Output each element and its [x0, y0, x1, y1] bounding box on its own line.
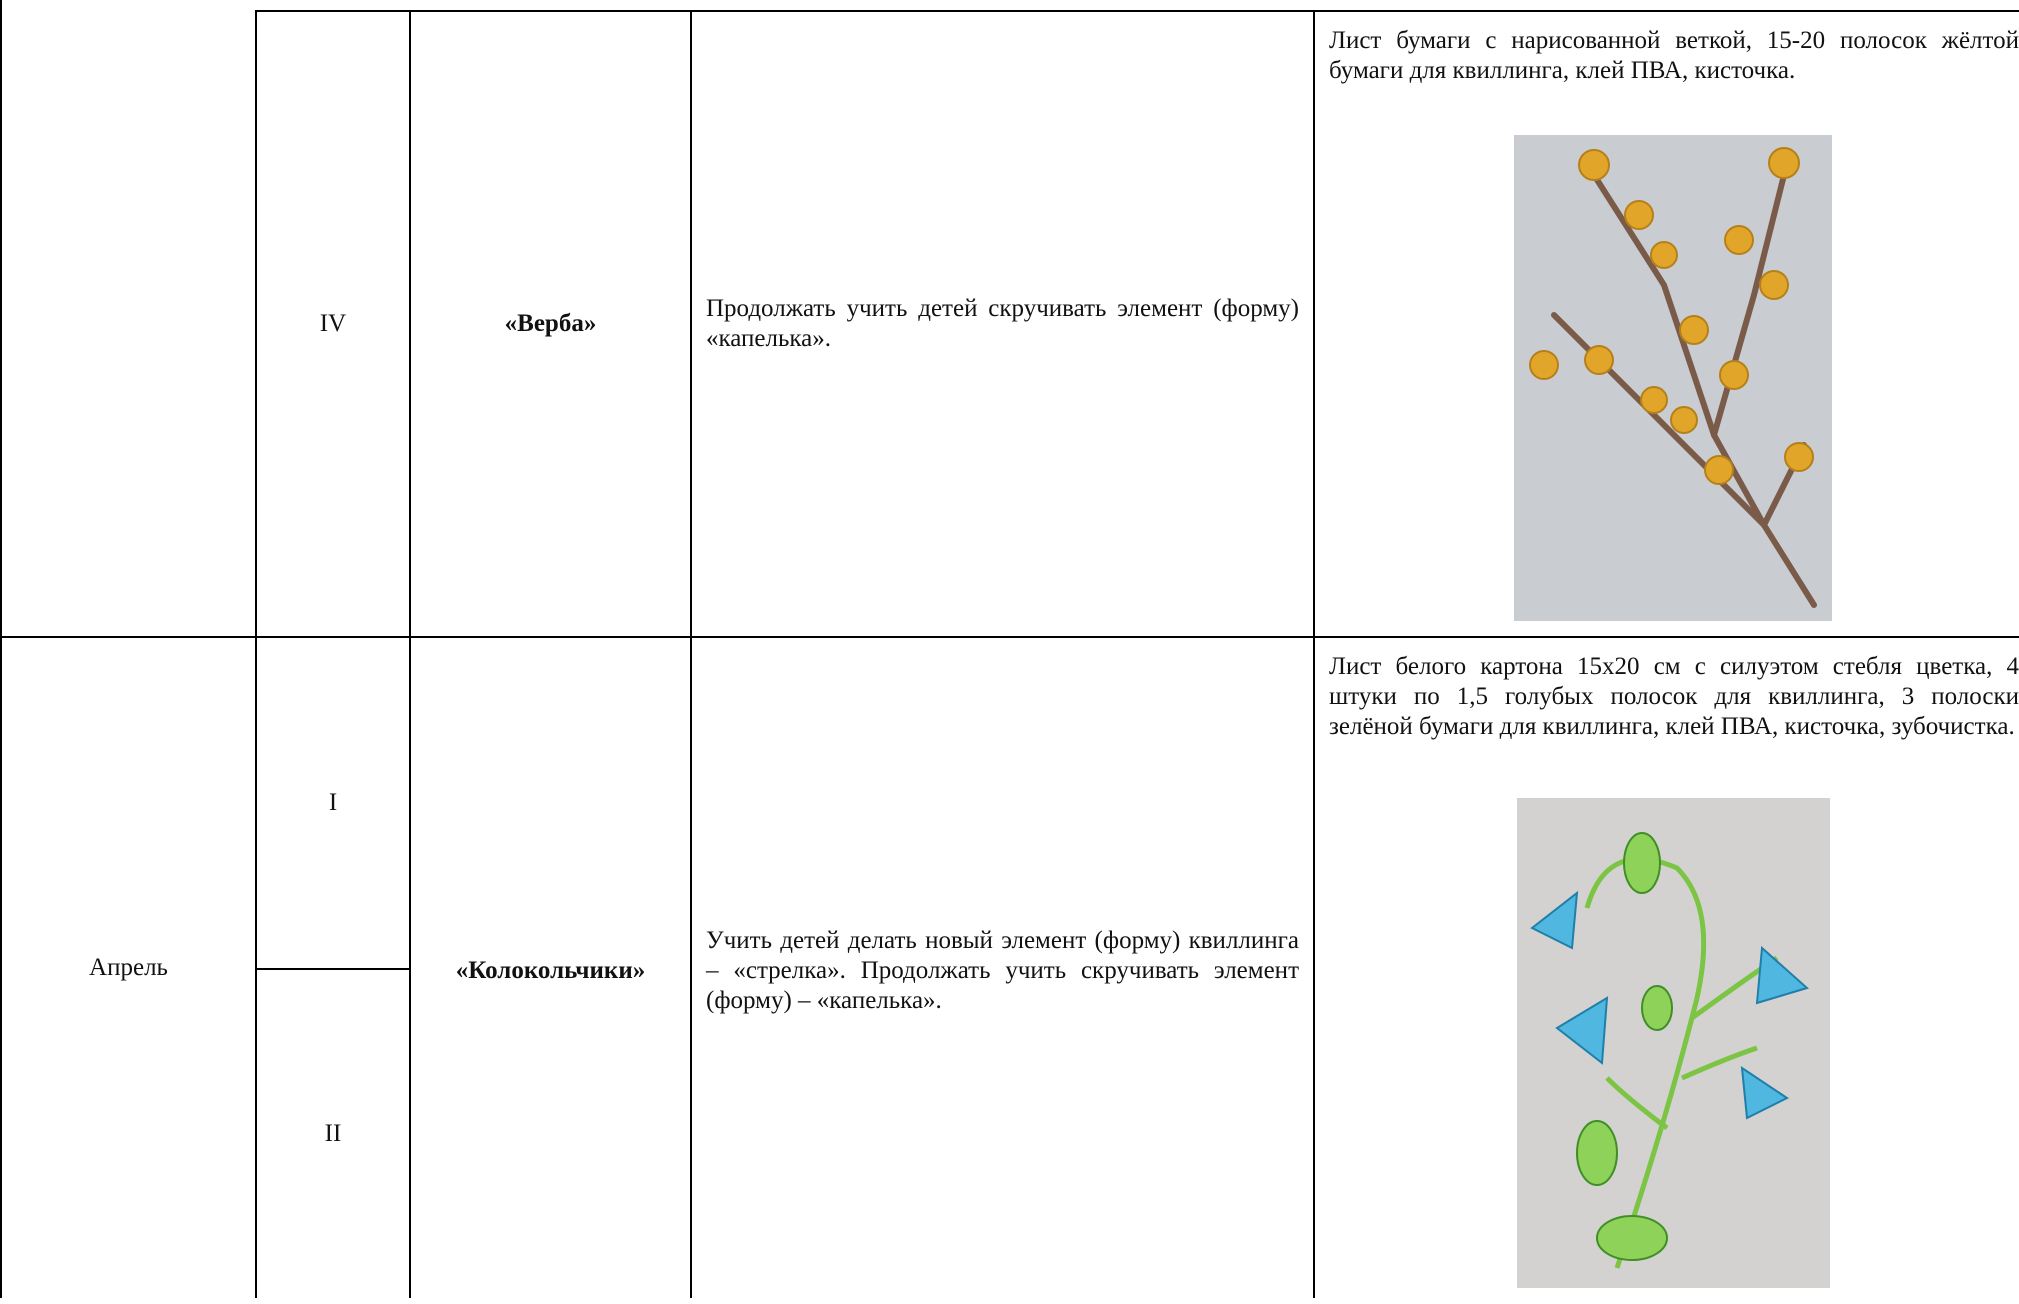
goal-text: Учить детей делать новый элемент (форму)… — [706, 927, 1299, 1014]
border — [0, 636, 2019, 638]
border — [255, 10, 2019, 12]
week: II — [324, 1120, 342, 1147]
border — [409, 10, 411, 1298]
goal-text: Продолжать учить детей скручивать элемен… — [706, 295, 1299, 352]
border — [1313, 10, 1315, 1298]
week: I — [328, 789, 338, 816]
willow-photo — [1514, 135, 1832, 621]
week: IV — [319, 310, 347, 337]
materials: Лист белого картона 15х20 см с силуэтом … — [1329, 653, 2019, 740]
bells-photo — [1517, 798, 1830, 1288]
goal: Продолжать учить детей скручивать элемен… — [692, 12, 1313, 636]
month: Апрель — [89, 954, 168, 981]
border — [0, 0, 2, 1298]
goal: Учить детей делать новый элемент (форму)… — [692, 638, 1313, 1304]
materials: Лист бумаги с нарисованной веткой, 15-20… — [1329, 27, 2019, 84]
title: «Верба» — [504, 310, 597, 337]
title: «Колокольчики» — [455, 957, 646, 984]
border — [255, 10, 257, 1298]
border — [690, 10, 692, 1298]
border — [255, 968, 409, 970]
